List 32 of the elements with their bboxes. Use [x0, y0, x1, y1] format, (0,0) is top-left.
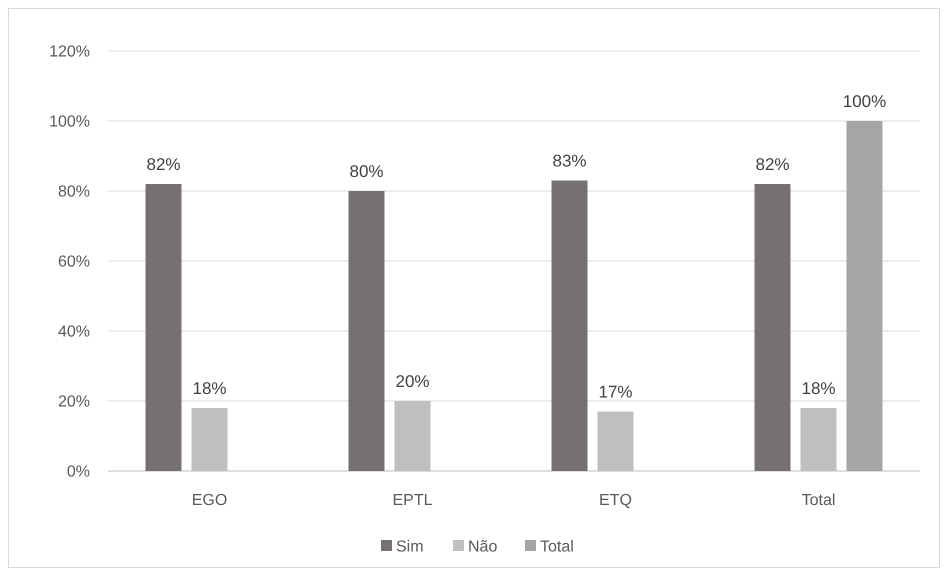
- y-tick-label: 100%: [49, 114, 90, 131]
- data-label: 18%: [801, 379, 836, 398]
- x-tick-label: ETQ: [599, 492, 632, 509]
- bar: [598, 412, 634, 471]
- bar: [800, 408, 836, 471]
- y-tick-label: 60%: [58, 254, 90, 271]
- data-label: 20%: [395, 372, 430, 391]
- bar: [394, 401, 430, 471]
- data-label: 100%: [842, 92, 886, 111]
- bar: [192, 408, 228, 471]
- y-tick-label: 120%: [49, 44, 90, 61]
- data-label: 83%: [552, 152, 587, 170]
- data-label: 18%: [192, 379, 227, 398]
- legend-label: Total: [540, 538, 574, 556]
- y-tick-label: 80%: [58, 184, 90, 201]
- x-tick-label: EPTL: [392, 492, 433, 509]
- bar: [146, 184, 182, 471]
- y-tick-label: 40%: [58, 324, 90, 341]
- y-tick-label: 0%: [66, 464, 90, 481]
- legend-label: Não: [468, 538, 498, 556]
- bar: [348, 191, 384, 471]
- bar: [846, 121, 882, 471]
- data-label: 80%: [349, 162, 384, 181]
- bar: [754, 184, 790, 471]
- data-label: 82%: [755, 155, 790, 174]
- bar: [552, 180, 588, 471]
- x-tick-label: Total: [802, 492, 836, 509]
- y-tick-label: 20%: [58, 394, 90, 411]
- data-label: 82%: [146, 155, 181, 174]
- legend-label: Sim: [396, 538, 424, 556]
- data-label: 17%: [598, 382, 633, 402]
- x-tick-label: EGO: [192, 492, 228, 509]
